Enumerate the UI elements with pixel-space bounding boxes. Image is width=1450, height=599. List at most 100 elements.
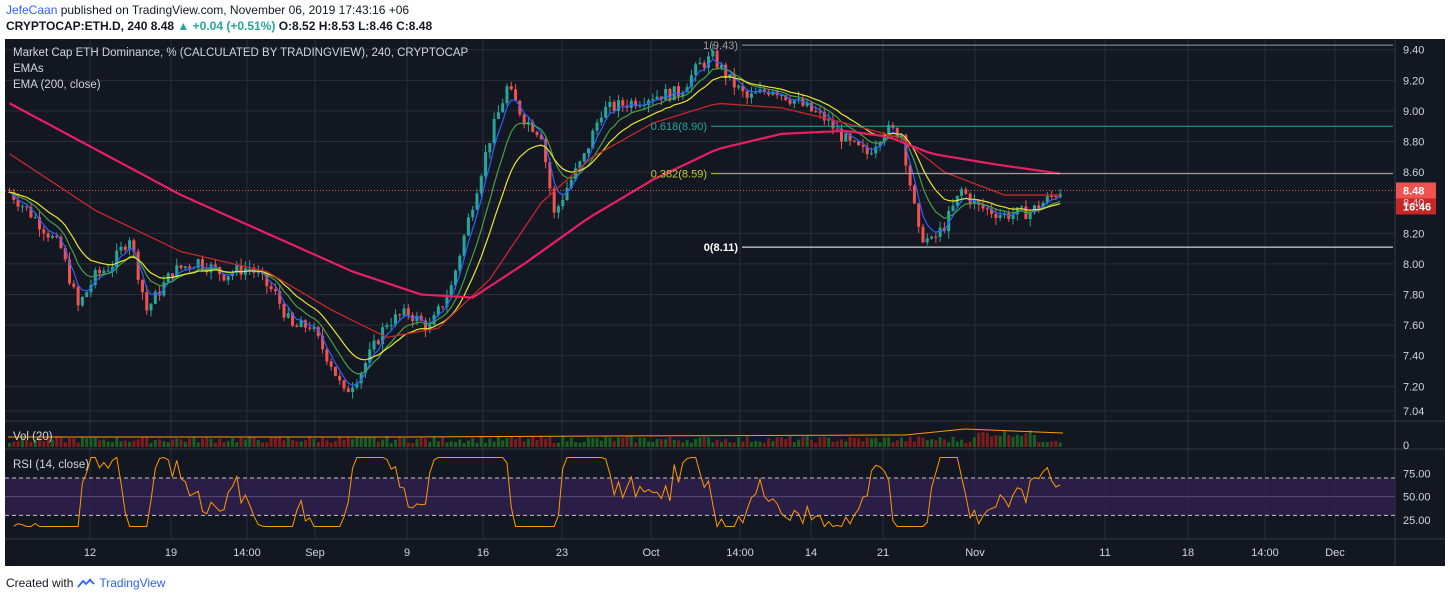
volume-bar — [942, 439, 946, 447]
volume-legend[interactable]: Vol (20) — [13, 431, 53, 443]
candle-body — [484, 152, 488, 177]
candle-body — [1011, 214, 1015, 219]
chart-area[interactable]: 1(9.43) 0.618(8.90) 0.382(8.59) 0(8.11) 8.48… — [5, 39, 1445, 566]
time-axis-label: Nov — [965, 547, 985, 559]
time-axis-label: Dec — [1325, 547, 1345, 559]
volume-bar — [779, 437, 783, 447]
candle-body — [1028, 212, 1032, 220]
volume-bar — [192, 436, 196, 447]
volume-bar — [612, 441, 616, 447]
volume-bar — [441, 436, 445, 447]
volume-bar — [659, 439, 663, 447]
volume-bar — [681, 442, 685, 447]
volume-bar — [1032, 435, 1036, 447]
price-axis-label: 9.20 — [1403, 75, 1424, 87]
candle-body — [226, 276, 230, 281]
time-axis-label: 9 — [404, 547, 410, 559]
volume-bar — [784, 439, 788, 447]
candle-body — [831, 119, 835, 129]
candle-body — [235, 265, 239, 273]
volume-bar — [436, 441, 440, 447]
volume-bar — [732, 442, 736, 447]
volume-bar — [423, 438, 427, 447]
candle-body — [792, 100, 796, 104]
volume-bar — [46, 436, 50, 447]
volume-bar — [179, 439, 183, 447]
chart-svg[interactable]: 1(9.43) 0.618(8.90) 0.382(8.59) 0(8.11) 8.48… — [5, 39, 1445, 566]
volume-bar — [243, 439, 247, 447]
candle-body — [29, 207, 33, 218]
volume-bar — [303, 440, 307, 447]
volume-bar — [299, 441, 303, 447]
volume-bar — [8, 442, 11, 447]
volume-bar — [282, 440, 286, 447]
volume-bar — [565, 441, 569, 447]
volume-bar — [355, 436, 359, 447]
volume-bar — [316, 442, 320, 447]
volume-bar — [454, 441, 458, 447]
candle-body — [222, 274, 226, 281]
candle-body — [346, 388, 350, 393]
volume-bar — [938, 437, 942, 447]
candle-body — [291, 313, 295, 326]
candle-body — [321, 335, 325, 350]
volume-bar — [98, 440, 102, 447]
volume-bar — [625, 436, 629, 447]
tradingview-link[interactable]: TradingView — [99, 576, 166, 590]
author-link[interactable]: JefeCaan — [6, 3, 58, 17]
volume-bar — [72, 438, 76, 447]
volume-bar — [80, 436, 84, 447]
volume-bar — [977, 432, 981, 447]
time-axis-label: 23 — [556, 547, 568, 559]
candle-body — [98, 269, 102, 274]
candle-body — [604, 106, 608, 118]
volume-bar — [1020, 435, 1024, 447]
volume-bar — [604, 436, 608, 447]
volume-bar — [702, 436, 706, 447]
candle-body — [50, 236, 54, 238]
candle-body — [514, 89, 518, 101]
candle-body — [505, 86, 509, 104]
candle-body — [153, 291, 157, 304]
candle-body — [46, 233, 50, 238]
ohlc-values: O:8.52 H:8.53 L:8.46 C:8.48 — [278, 19, 433, 33]
candle-body — [681, 92, 685, 97]
emas-legend[interactable]: EMAs — [13, 63, 44, 75]
time-axis-label: 14:00 — [233, 547, 261, 559]
candle-body — [724, 64, 728, 79]
volume-bar — [1050, 441, 1054, 447]
rsi-legend[interactable]: RSI (14, close) — [13, 459, 90, 471]
candle-body — [531, 121, 535, 132]
candle-body — [466, 217, 470, 236]
candle-body — [363, 362, 367, 374]
candle-body — [355, 383, 359, 388]
volume-bar — [818, 437, 822, 447]
volume-bar — [955, 441, 959, 447]
volume-bar — [196, 442, 200, 447]
candle-body — [964, 189, 968, 194]
volume-bar — [226, 441, 230, 447]
time-axis-label: 14:00 — [726, 547, 754, 559]
candle-body — [887, 124, 891, 135]
created-with-text: Created with — [6, 576, 74, 590]
volume-bar — [741, 441, 745, 447]
volume-bar — [1002, 431, 1006, 447]
fib-level-label: 1(9.43) — [703, 40, 738, 52]
volume-bar — [312, 438, 316, 447]
time-axis-label: 14:00 — [1251, 547, 1279, 559]
candle-body — [1020, 206, 1024, 208]
volume-bar — [458, 439, 462, 447]
published-text: published on TradingView.com, November 0… — [57, 3, 410, 17]
volume-bar — [89, 437, 93, 447]
candle-body — [754, 92, 758, 94]
candle-body — [239, 265, 243, 275]
volume-bar — [835, 441, 839, 447]
volume-bar — [1041, 441, 1045, 447]
ema200-legend[interactable]: EMA (200, close) — [13, 79, 101, 91]
candle-body — [25, 206, 29, 208]
volume-bar — [655, 438, 659, 447]
volume-bar — [488, 438, 492, 447]
candle-body — [85, 292, 89, 298]
candle-body — [282, 303, 286, 318]
volume-bar — [33, 439, 37, 447]
